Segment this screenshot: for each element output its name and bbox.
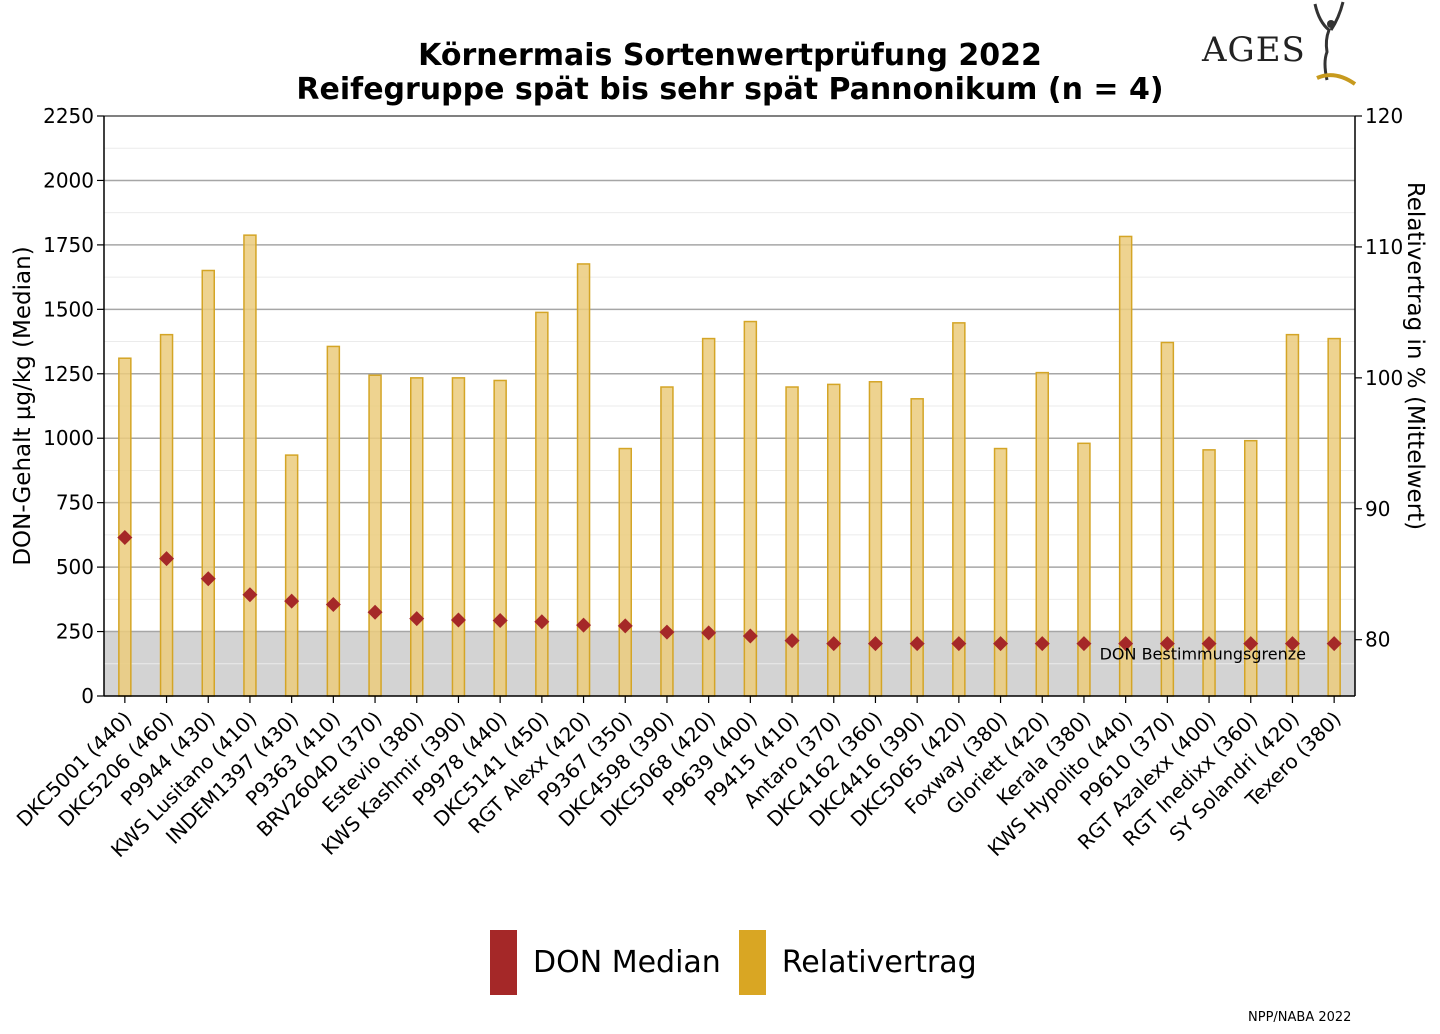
y-tick-label: 250 (56, 620, 94, 644)
legend-swatch-relativertrag (738, 930, 766, 995)
point-don-median (409, 611, 425, 627)
bar-relativertrag (451, 377, 466, 697)
point-don-median (701, 625, 717, 641)
point-don-median (993, 636, 1009, 652)
y-right-tick-label: 110 (1365, 235, 1403, 259)
grid-layer (104, 147, 1355, 665)
point-don-median (867, 636, 883, 652)
y-tick-label: 2250 (43, 104, 94, 128)
point-don-median (242, 587, 258, 603)
point-don-median (284, 593, 300, 609)
y-right-tick-label: 80 (1365, 628, 1390, 652)
y-tick-label: 1000 (43, 426, 94, 450)
y-right-axis-title: Relativertrag in % (Mittelwert) (1402, 182, 1428, 530)
legend-label-relativertrag: Relativertrag (781, 945, 977, 980)
point-don-median (117, 529, 133, 545)
point-don-median (742, 628, 758, 644)
point-don-median (1284, 636, 1300, 652)
point-don-median (1159, 636, 1175, 652)
ages-logo-figure-icon (1313, 1, 1357, 86)
y-tick-label: 1250 (43, 362, 94, 386)
y-tick-label: 1750 (43, 233, 94, 257)
y-right-tick-label: 90 (1365, 497, 1390, 521)
point-don-median (492, 612, 508, 628)
footer-credit: NPP/NABA 2022 (1248, 1010, 1352, 1025)
chart-title: Körnermais Sortenwertprüfung 2022 (418, 38, 1042, 73)
point-don-median (1076, 636, 1092, 652)
bar-relativertrag (243, 234, 257, 697)
bar-relativertrag (201, 269, 215, 697)
point-don-median (367, 604, 383, 620)
bar-relativertrag (785, 386, 799, 697)
point-don-median (1243, 636, 1259, 652)
point-don-median (159, 551, 175, 567)
point-don-median (200, 571, 216, 587)
chart-subtitle: Reifegruppe spät bis sehr spät Pannoniku… (296, 72, 1164, 107)
point-don-median (909, 636, 925, 652)
y-axis-title: DON-Gehalt µg/kg (Median) (10, 246, 36, 565)
y-tick-label: 2000 (43, 168, 94, 192)
bar-relativertrag (993, 447, 1008, 697)
bar-relativertrag (701, 337, 716, 697)
axis-layer (97, 115, 1362, 703)
legend-label-don-median: DON Median (533, 945, 721, 980)
bar-relativertrag (1077, 442, 1091, 697)
point-don-median (1118, 636, 1134, 652)
y-tick-label: 500 (56, 555, 94, 579)
bar-relativertrag (660, 386, 674, 697)
bar-relativertrag (1118, 235, 1133, 697)
point-don-median (576, 617, 592, 633)
bar-relativertrag (493, 379, 507, 697)
bar-relativertrag (284, 454, 299, 697)
bar-relativertrag (535, 311, 549, 697)
bar-relativertrag (118, 357, 132, 697)
point-don-median (951, 636, 967, 652)
point-don-median (534, 614, 550, 630)
point-don-median (826, 636, 842, 652)
bar-relativertrag (910, 398, 924, 697)
point-layer (117, 529, 1342, 652)
point-don-median (325, 596, 341, 612)
point-don-median (784, 633, 800, 649)
y-right-tick-label: 100 (1365, 366, 1403, 390)
bar-relativertrag (410, 377, 424, 697)
legend-swatch-don-median (490, 930, 517, 995)
bar-relativertrag (159, 333, 174, 697)
point-don-median (450, 612, 466, 628)
point-don-median (1034, 636, 1050, 652)
y-right-tick-label: 120 (1365, 104, 1403, 128)
point-don-median (617, 618, 633, 634)
y-tick-label: 0 (81, 684, 94, 708)
threshold-label: DON Bestimmungsgrenze (1100, 645, 1306, 664)
y-tick-label: 750 (56, 491, 94, 515)
legend: DON Median Relativertrag (490, 930, 995, 995)
bar-relativertrag (618, 447, 632, 697)
point-don-median (659, 624, 675, 640)
bar-relativertrag (326, 345, 341, 697)
point-don-median (1201, 636, 1217, 652)
ages-logo: AGES (1202, 30, 1306, 70)
bar-layer (118, 234, 1341, 697)
y-tick-label: 1500 (43, 297, 94, 321)
bar-relativertrag (368, 374, 382, 697)
point-don-median (1326, 636, 1342, 652)
